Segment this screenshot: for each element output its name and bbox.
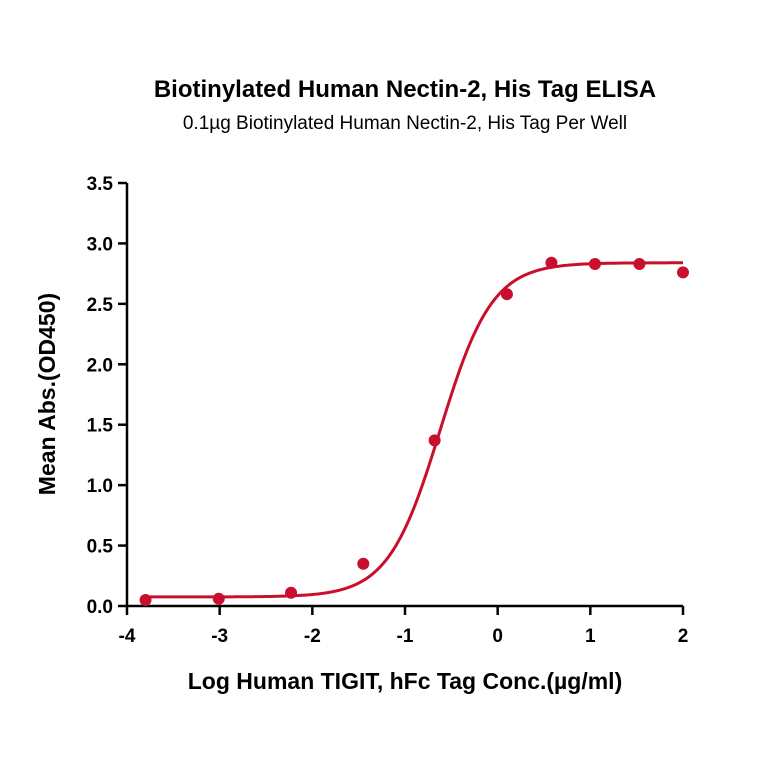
fit-curve — [145, 261, 684, 599]
y-tick-label: 3.0 — [87, 234, 113, 255]
chart-subtitle: 0.1µg Biotinylated Human Nectin-2, His T… — [183, 113, 627, 134]
y-axis-label: Mean Abs.(OD450) — [34, 293, 60, 495]
data-point — [139, 593, 152, 606]
y-tick-label: 2.5 — [87, 295, 114, 316]
x-tick-label: -3 — [211, 626, 228, 647]
data-point — [633, 257, 646, 270]
x-tick-label: 2 — [678, 626, 689, 647]
data-point — [212, 592, 225, 605]
data-point — [677, 266, 689, 279]
data-points — [139, 256, 689, 606]
y-tick-label: 2.0 — [87, 355, 113, 376]
data-point — [500, 288, 513, 301]
x-tick-label: 1 — [585, 626, 596, 647]
x-tick-label: -4 — [119, 626, 136, 647]
y-tick-label: 1.5 — [87, 416, 114, 437]
y-tick-label: 3.5 — [87, 174, 114, 195]
chart-title: Biotinylated Human Nectin-2, His Tag ELI… — [154, 76, 656, 103]
data-point — [285, 586, 298, 599]
data-point — [357, 557, 370, 570]
x-axis-label: Log Human TIGIT, hFc Tag Conc.(µg/ml) — [188, 668, 622, 694]
y-tick-label: 0.0 — [87, 597, 113, 618]
y-tick-label: 0.5 — [87, 537, 114, 558]
data-point — [428, 434, 441, 447]
data-point — [588, 257, 601, 270]
y-tick-label: 1.0 — [87, 476, 113, 497]
x-tick-label: -1 — [397, 626, 414, 647]
x-axis: -4 -3 -2 -1 0 1 2 — [119, 604, 689, 647]
x-tick-label: 0 — [492, 626, 503, 647]
y-axis: 0.0 0.5 1.0 1.5 2.0 2.5 3.0 3.5 — [87, 174, 129, 618]
data-point — [545, 256, 558, 269]
x-tick-label: -2 — [304, 626, 321, 647]
